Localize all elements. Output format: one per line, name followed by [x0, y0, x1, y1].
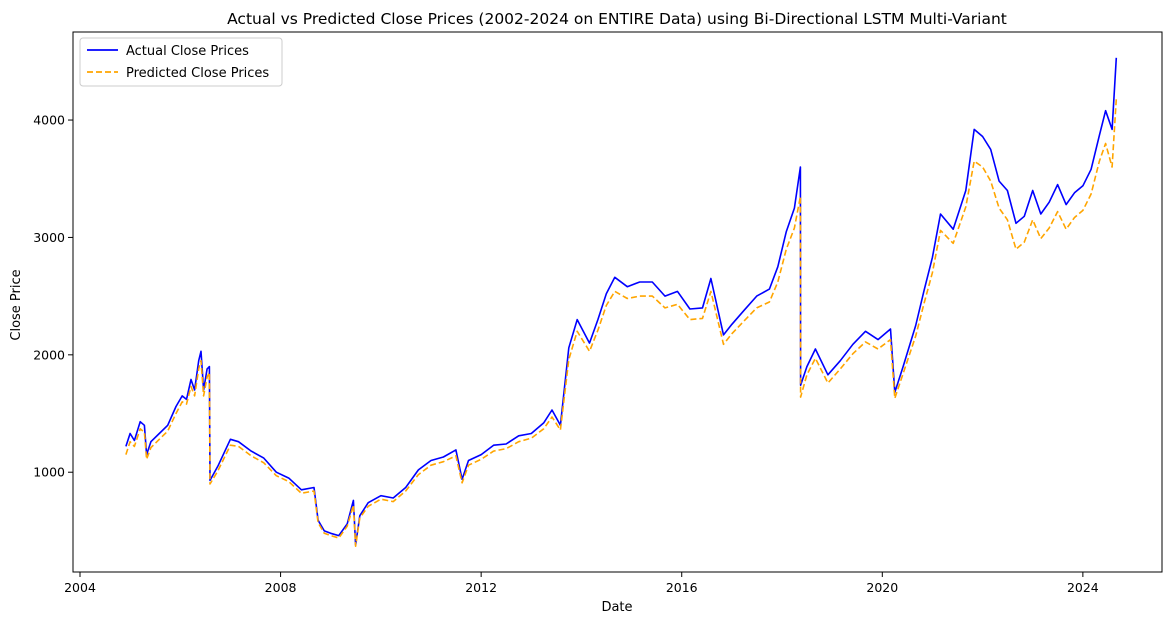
legend-box [79, 37, 283, 87]
x-axis-label: Date [601, 600, 632, 615]
y-tick-label: 2000 [33, 347, 65, 362]
y-tick-label: 1000 [33, 465, 65, 480]
y-tick-label: 4000 [33, 113, 65, 128]
x-tick-label: 2020 [866, 580, 898, 595]
x-tick-label: 2012 [465, 580, 497, 595]
legend-label-actual: Actual Close Prices [126, 44, 249, 59]
y-axis: 1000 2000 3000 4000 [33, 113, 73, 480]
legend-label-predicted: Predicted Close Prices [126, 66, 269, 81]
x-tick-label: 2016 [666, 580, 698, 595]
x-tick-label: 2008 [265, 580, 297, 595]
series-layer [125, 57, 1118, 548]
series-line-predicted [125, 98, 1118, 548]
plot-frame [72, 31, 1163, 573]
y-axis-label: Close Price [9, 269, 24, 340]
x-tick-label: 2024 [1067, 580, 1099, 595]
legend: Actual Close Prices Predicted Close Pric… [79, 37, 283, 87]
y-tick-label: 3000 [33, 230, 65, 245]
series-line-actual [125, 57, 1118, 546]
x-tick-label: 2004 [64, 580, 96, 595]
x-axis: 2004 2008 2012 2016 2020 2024 [64, 572, 1099, 595]
chart-title: Actual vs Predicted Close Prices (2002-2… [227, 10, 1007, 28]
